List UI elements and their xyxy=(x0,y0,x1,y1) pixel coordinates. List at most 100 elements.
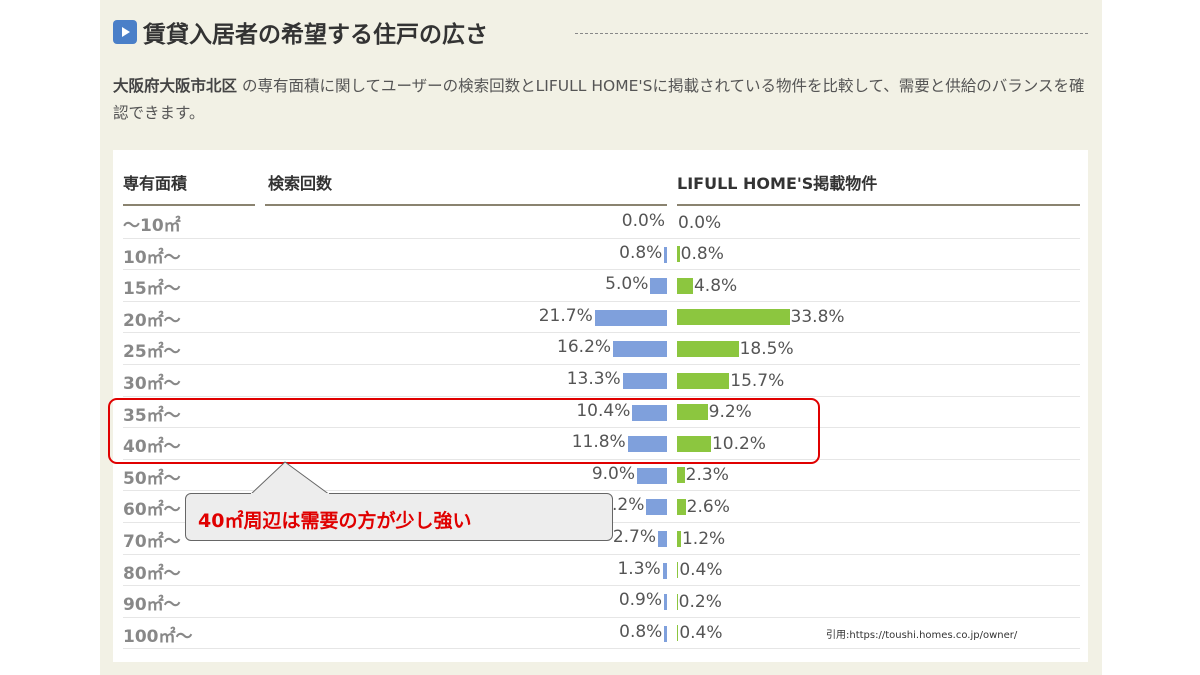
table-row: 40㎡〜 11.8% 10.2% xyxy=(123,428,1080,460)
listing-bar xyxy=(677,372,730,389)
description: 大阪府大阪市北区 の専有面積に関してユーザーの検索回数とLIFULL HOME'… xyxy=(113,73,1093,127)
listing-cell: 0.8% xyxy=(677,239,724,270)
search-bar xyxy=(627,436,667,453)
area-label: 〜10㎡ xyxy=(123,216,181,236)
listing-value: 2.6% xyxy=(686,496,730,517)
listing-cell: 2.3% xyxy=(677,460,729,491)
search-bar xyxy=(637,467,667,484)
listing-cell: 0.4% xyxy=(677,618,723,649)
listing-cell: 2.6% xyxy=(677,491,730,522)
listing-value: 10.2% xyxy=(711,433,766,454)
header-area: 専有面積 xyxy=(123,174,188,193)
listing-value: 15.7% xyxy=(730,370,785,391)
header-listing: LIFULL HOME'S掲載物件 xyxy=(677,174,878,193)
area-label: 20㎡〜 xyxy=(123,310,181,331)
search-cell: 11.8% xyxy=(378,428,667,459)
area-label: 40㎡〜 xyxy=(123,437,181,458)
area-label: 15㎡〜 xyxy=(123,279,181,300)
listing-value: 33.8% xyxy=(790,307,845,328)
listing-cell: 0.4% xyxy=(677,555,723,586)
description-text: の専有面積に関してユーザーの検索回数とLIFULL HOME'Sに掲載されている… xyxy=(113,77,1085,122)
search-bar xyxy=(664,625,667,642)
search-bar xyxy=(646,499,667,516)
header-search: 検索回数 xyxy=(268,174,333,193)
search-value: 5.0% xyxy=(605,274,649,295)
listing-bar xyxy=(677,246,680,263)
area-label: 90㎡〜 xyxy=(123,595,181,616)
listing-value: 0.8% xyxy=(680,244,724,265)
listing-value: 1.2% xyxy=(681,528,726,549)
search-value: 0.0% xyxy=(621,211,665,231)
listing-cell: 1.2% xyxy=(677,523,725,554)
listing-bar xyxy=(677,404,708,421)
search-value: 16.2% xyxy=(557,337,612,358)
search-cell: 9.0% xyxy=(378,460,667,491)
search-bar xyxy=(632,404,667,421)
search-value: 11.8% xyxy=(571,432,626,453)
search-value: 2.7% xyxy=(612,527,657,547)
search-cell: 0.0% xyxy=(378,207,667,238)
table-row: 80㎡〜 1.3% 0.4% xyxy=(123,555,1080,587)
area-label: 10㎡〜 xyxy=(123,247,181,268)
table-row: 20㎡〜 21.7% 33.8% xyxy=(123,302,1080,334)
search-value: 1.3% xyxy=(617,558,661,579)
search-cell: 1.3% xyxy=(378,555,667,586)
table-row: 30㎡〜 13.3% 15.7% xyxy=(123,365,1080,397)
header-rule xyxy=(677,204,1080,206)
search-bar xyxy=(622,373,667,389)
listing-cell: 0.2% xyxy=(677,586,722,617)
listing-cell: 4.8% xyxy=(677,270,737,301)
table-row: 35㎡〜 10.4% 9.2% xyxy=(123,397,1080,429)
title-text: 賃貸入居者の希望する住戸の広さ xyxy=(143,22,488,48)
search-cell: 21.7% xyxy=(378,302,667,333)
search-value: 0.9% xyxy=(618,590,663,611)
listing-cell: 9.2% xyxy=(677,397,752,428)
listing-cell: 10.2% xyxy=(677,428,766,459)
listing-bar xyxy=(677,435,711,452)
search-bar xyxy=(613,341,667,358)
listing-bar xyxy=(677,625,679,642)
search-cell: 13.3% xyxy=(378,365,667,396)
citation: 引用:https://toushi.homes.co.jp/owner/ xyxy=(826,630,1018,641)
listing-value: 0.4% xyxy=(679,623,723,644)
search-bar xyxy=(664,594,667,611)
listing-value: 0.0% xyxy=(678,212,722,233)
header-rule xyxy=(123,204,255,206)
listing-cell: 33.8% xyxy=(677,302,845,333)
area-label: 25㎡〜 xyxy=(123,342,181,363)
area-label: 50㎡〜 xyxy=(123,468,181,489)
search-bar xyxy=(650,278,667,295)
table-row: 10㎡〜 0.8% 0.8% xyxy=(123,239,1080,271)
area-label: 60㎡〜 xyxy=(123,500,181,521)
table-row: 100㎡〜 0.8% 0.4% xyxy=(123,618,1080,650)
search-value: 0.8% xyxy=(619,621,663,642)
search-cell: 16.2% xyxy=(378,333,667,364)
search-cell: 5.0% xyxy=(378,270,667,301)
search-cell: 0.8% xyxy=(378,618,667,649)
table-row: 25㎡〜 16.2% 18.5% xyxy=(123,333,1080,365)
search-cell: 10.4% xyxy=(378,397,667,428)
callout: 40㎡周辺は需要の方が少し強い xyxy=(185,493,613,541)
search-cell: 2.7% xyxy=(378,523,667,554)
title-divider xyxy=(575,33,1088,34)
table-row: 15㎡〜 5.0% 4.8% xyxy=(123,270,1080,302)
area-label: 30㎡〜 xyxy=(123,374,181,394)
listing-bar xyxy=(677,593,678,610)
listing-bar xyxy=(677,498,686,515)
listing-value: 9.2% xyxy=(708,402,752,423)
listing-bar xyxy=(677,277,693,294)
listing-value: 2.3% xyxy=(685,465,729,486)
search-cell: 0.9% xyxy=(378,586,667,617)
listing-value: 0.4% xyxy=(679,560,723,581)
search-value: 13.3% xyxy=(566,369,621,389)
highlight-box xyxy=(108,398,820,464)
search-value: 9.0% xyxy=(591,463,636,484)
area-table: 専有面積 検索回数 LIFULL HOME'S掲載物件 〜10㎡ 0.0% 0.… xyxy=(113,150,1088,662)
listing-bar xyxy=(677,530,681,547)
area-label: 70㎡〜 xyxy=(123,532,181,552)
table-row: 〜10㎡ 0.0% 0.0% xyxy=(123,207,1080,239)
listing-cell: 18.5% xyxy=(677,333,794,364)
play-icon xyxy=(113,20,137,44)
listing-value: 18.5% xyxy=(739,338,794,359)
